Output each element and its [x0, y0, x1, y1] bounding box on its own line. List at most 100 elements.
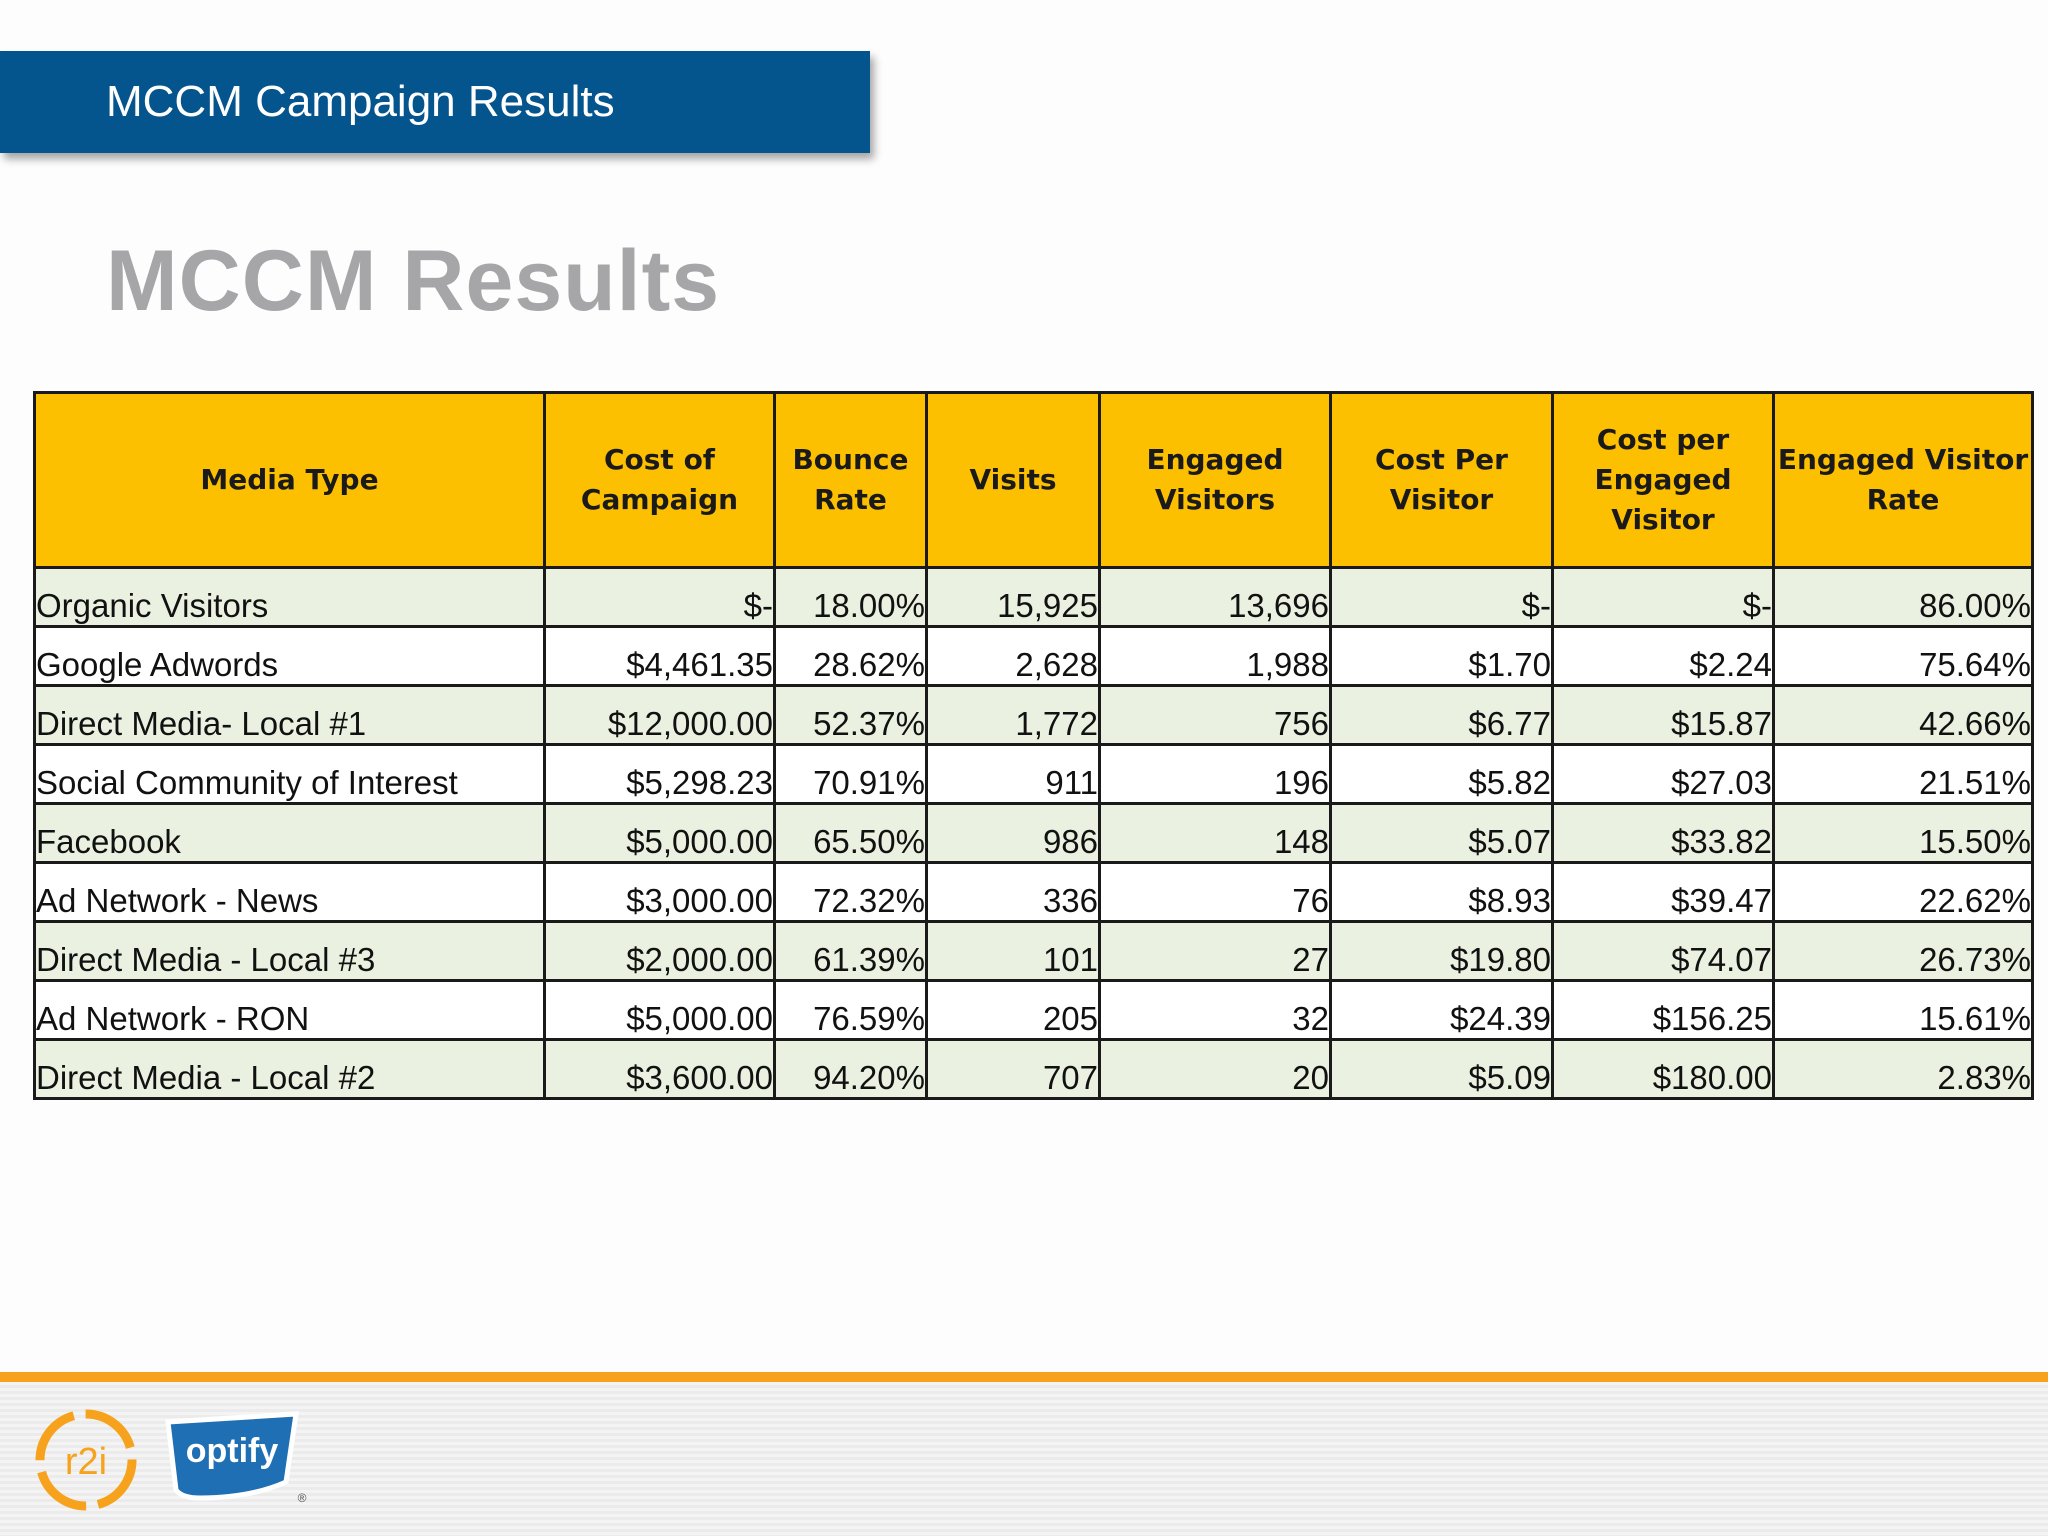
- value-cell: $74.07: [1551, 920, 1775, 982]
- value-cell: 76.59%: [773, 979, 928, 1041]
- value-cell: $2.24: [1551, 625, 1775, 687]
- value-cell: $5,000.00: [543, 979, 776, 1041]
- table-row: Organic Visitors $- 18.00% 15,925 13,696 $- $-…: [33, 566, 2034, 628]
- value-cell: $1.70: [1329, 625, 1554, 687]
- value-cell: 15.61%: [1772, 979, 2034, 1041]
- value-cell: 15,925: [925, 566, 1101, 628]
- value-cell: 196: [1098, 743, 1332, 805]
- value-cell: 756: [1098, 684, 1332, 746]
- r2i-logo-text: r2i: [65, 1441, 107, 1483]
- table-row: Ad Network - RON $5,000.00 76.59% 205 32 $24.…: [33, 979, 2034, 1041]
- table-row: Direct Media - Local #3 $2,000.00 61.39% 10…: [33, 920, 2034, 982]
- value-cell: $39.47: [1551, 861, 1775, 923]
- value-cell: $33.82: [1551, 802, 1775, 864]
- value-cell: 2,628: [925, 625, 1101, 687]
- banner-title: MCCM Campaign Results: [106, 77, 615, 126]
- column-header: Cost per Engaged Visitor: [1551, 391, 1775, 569]
- media-type-cell: Ad Network - News: [33, 861, 546, 923]
- optify-logo-text: optify: [186, 1432, 279, 1470]
- value-cell: 75.64%: [1772, 625, 2034, 687]
- value-cell: $27.03: [1551, 743, 1775, 805]
- column-header: Cost Per Visitor: [1329, 391, 1554, 569]
- media-type-cell: Google Adwords: [33, 625, 546, 687]
- column-header: Cost of Campaign: [543, 391, 776, 569]
- value-cell: 986: [925, 802, 1101, 864]
- table-row: Google Adwords $4,461.35 28.62% 2,628 1,988 $…: [33, 625, 2034, 687]
- value-cell: $3,600.00: [543, 1038, 776, 1100]
- value-cell: $5.82: [1329, 743, 1554, 805]
- value-cell: $5.09: [1329, 1038, 1554, 1100]
- footer-bar: [0, 1382, 2048, 1536]
- column-header: Engaged Visitors: [1098, 391, 1332, 569]
- value-cell: $5.07: [1329, 802, 1554, 864]
- value-cell: $12,000.00: [543, 684, 776, 746]
- value-cell: $3,000.00: [543, 861, 776, 923]
- value-cell: 148: [1098, 802, 1332, 864]
- value-cell: $4,461.35: [543, 625, 776, 687]
- value-cell: $15.87: [1551, 684, 1775, 746]
- table-body: Organic Visitors $- 18.00% 15,925 13,696 $- $-…: [33, 566, 2034, 1100]
- media-type-cell: Direct Media- Local #1: [33, 684, 546, 746]
- value-cell: 1,772: [925, 684, 1101, 746]
- slide-title: MCCM Results: [106, 233, 721, 329]
- media-type-cell: Facebook: [33, 802, 546, 864]
- value-cell: 2.83%: [1772, 1038, 2034, 1100]
- value-cell: 94.20%: [773, 1038, 928, 1100]
- media-type-cell: Organic Visitors: [33, 566, 546, 628]
- value-cell: $-: [1329, 566, 1554, 628]
- table-header-row: Media Type Cost of Campaign Bounce Rate Vis…: [33, 391, 2034, 569]
- value-cell: $6.77: [1329, 684, 1554, 746]
- value-cell: $-: [543, 566, 776, 628]
- value-cell: 15.50%: [1772, 802, 2034, 864]
- value-cell: $19.80: [1329, 920, 1554, 982]
- media-type-cell: Direct Media - Local #2: [33, 1038, 546, 1100]
- value-cell: 22.62%: [1772, 861, 2034, 923]
- value-cell: 72.32%: [773, 861, 928, 923]
- value-cell: $5,000.00: [543, 802, 776, 864]
- column-header: Bounce Rate: [773, 391, 928, 569]
- header-banner: MCCM Campaign Results: [0, 51, 870, 153]
- value-cell: 205: [925, 979, 1101, 1041]
- value-cell: $-: [1551, 566, 1775, 628]
- value-cell: 52.37%: [773, 684, 928, 746]
- column-header: Engaged Visitor Rate: [1772, 391, 2034, 569]
- value-cell: $180.00: [1551, 1038, 1775, 1100]
- value-cell: 26.73%: [1772, 920, 2034, 982]
- value-cell: $24.39: [1329, 979, 1554, 1041]
- table-row: Social Community of Interest $5,298.23 70.…: [33, 743, 2034, 805]
- value-cell: $8.93: [1329, 861, 1554, 923]
- table-row: Ad Network - News $3,000.00 72.32% 336 76 $8.…: [33, 861, 2034, 923]
- table-row: Direct Media- Local #1 $12,000.00 52.37% 1,…: [33, 684, 2034, 746]
- value-cell: $2,000.00: [543, 920, 776, 982]
- media-type-cell: Ad Network - RON: [33, 979, 546, 1041]
- media-type-cell: Social Community of Interest: [33, 743, 546, 805]
- value-cell: 13,696: [1098, 566, 1332, 628]
- value-cell: 101: [925, 920, 1101, 982]
- value-cell: 911: [925, 743, 1101, 805]
- value-cell: 27: [1098, 920, 1332, 982]
- optify-logo: optify ®: [165, 1411, 307, 1505]
- value-cell: 61.39%: [773, 920, 928, 982]
- value-cell: 28.62%: [773, 625, 928, 687]
- table-row: Facebook $5,000.00 65.50% 986 148 $5.07 $33.82…: [33, 802, 2034, 864]
- column-header: Visits: [925, 391, 1101, 569]
- value-cell: $156.25: [1551, 979, 1775, 1041]
- media-type-cell: Direct Media - Local #3: [33, 920, 546, 982]
- value-cell: 42.66%: [1772, 684, 2034, 746]
- value-cell: 707: [925, 1038, 1101, 1100]
- value-cell: 65.50%: [773, 802, 928, 864]
- value-cell: 20: [1098, 1038, 1332, 1100]
- value-cell: 18.00%: [773, 566, 928, 628]
- value-cell: 21.51%: [1772, 743, 2034, 805]
- value-cell: 32: [1098, 979, 1332, 1041]
- value-cell: $5,298.23: [543, 743, 776, 805]
- r2i-logo: r2i: [35, 1409, 137, 1511]
- footer-divider: [0, 1372, 2048, 1382]
- value-cell: 1,988: [1098, 625, 1332, 687]
- value-cell: 336: [925, 861, 1101, 923]
- column-header: Media Type: [33, 391, 546, 569]
- value-cell: 76: [1098, 861, 1332, 923]
- results-table: Media Type Cost of Campaign Bounce Rate Vis…: [33, 391, 2034, 1100]
- value-cell: 86.00%: [1772, 566, 2034, 628]
- table-row: Direct Media - Local #2 $3,600.00 94.20% 70…: [33, 1038, 2034, 1100]
